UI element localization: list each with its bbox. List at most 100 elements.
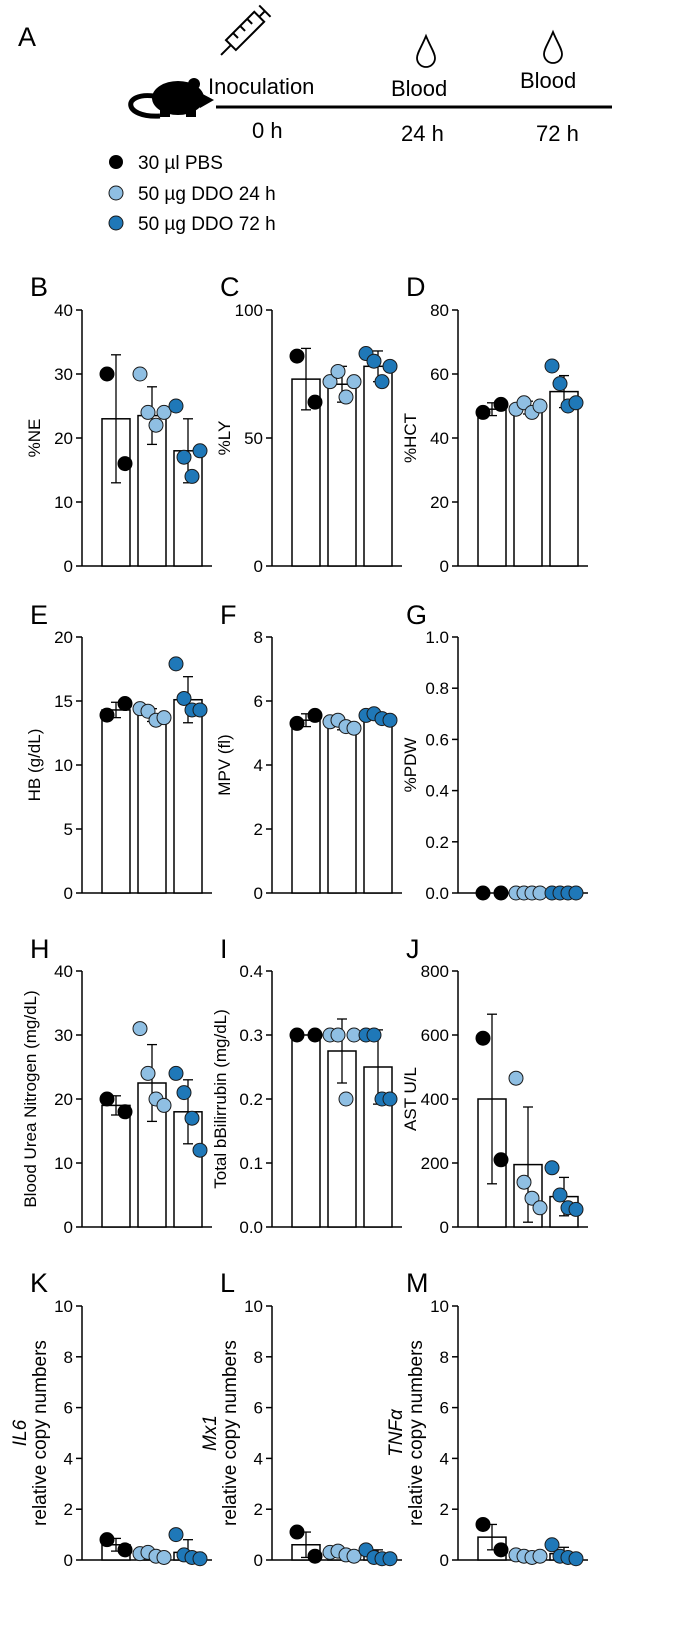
panel-label: L xyxy=(220,1268,235,1298)
data-point xyxy=(544,1160,560,1176)
chart-g: G 0.0 0.2 0.4 0.6 0.8 1.0 %PDW xyxy=(401,600,588,903)
legend-label: 30 µl PBS xyxy=(138,153,223,174)
bar xyxy=(363,365,393,567)
data-point xyxy=(516,1174,532,1190)
syringe-icon xyxy=(220,4,272,56)
y-tick-label: 40 xyxy=(54,301,73,320)
data-point xyxy=(568,1551,584,1567)
data-point xyxy=(532,1200,548,1216)
data-point xyxy=(168,398,184,414)
bar xyxy=(363,716,393,894)
data-point xyxy=(140,404,156,420)
data-point xyxy=(338,1091,354,1107)
bar xyxy=(173,698,203,894)
y-tick-label: 4 xyxy=(64,1449,73,1468)
data-point xyxy=(493,1542,509,1558)
data-point xyxy=(99,707,115,723)
y-tick-label: 10 xyxy=(54,756,73,775)
y-axis-label: AST U/L xyxy=(401,1067,420,1131)
charts: B010203040%NEC050100%LYD020406080%HCTE05… xyxy=(10,272,588,1570)
drop-icon xyxy=(543,29,563,64)
data-point xyxy=(475,1516,491,1532)
panel-label: H xyxy=(30,934,50,964)
data-point xyxy=(192,702,208,718)
y-tick-label: 10 xyxy=(430,1297,449,1316)
data-point xyxy=(374,374,390,390)
data-point xyxy=(148,417,164,433)
bar xyxy=(477,408,507,567)
data-point xyxy=(132,1021,148,1037)
data-point xyxy=(156,404,172,420)
y-tick-label: 0.0 xyxy=(425,884,449,903)
y-tick-label: 2 xyxy=(254,820,263,839)
data-point xyxy=(366,353,382,369)
data-point xyxy=(117,1104,133,1120)
y-tick-label: 0.4 xyxy=(425,782,449,801)
y-tick-label: 0 xyxy=(254,1551,263,1570)
data-point xyxy=(330,363,346,379)
data-point xyxy=(516,395,532,411)
y-axis-label: %PDW xyxy=(401,738,420,793)
bar xyxy=(101,1104,131,1228)
data-point xyxy=(568,395,584,411)
data-point xyxy=(289,348,305,364)
data-point xyxy=(532,1548,548,1564)
y-tick-label: 2 xyxy=(440,1500,449,1519)
y-tick-label: 1.0 xyxy=(425,628,449,647)
y-tick-label: 20 xyxy=(54,1090,73,1109)
y-tick-label: 0 xyxy=(440,1551,449,1570)
data-point xyxy=(322,374,338,390)
chart-i: I 0.0 0.1 0.2 0.3 0.4 Total bBilirrubin (mg/dL… xyxy=(211,934,402,1237)
bar xyxy=(291,1034,321,1228)
data-point xyxy=(168,1527,184,1543)
y-axis-label: %LY xyxy=(215,421,234,456)
bar xyxy=(327,724,357,894)
y-tick-label: 5 xyxy=(64,820,73,839)
data-point xyxy=(307,1548,323,1564)
y-tick-label: 40 xyxy=(54,962,73,981)
y-axis-gene-label: Mx1 xyxy=(200,1415,221,1451)
panel-label: G xyxy=(406,600,427,630)
chart-f: F 0 2 4 6 8 MPV (fl) xyxy=(215,600,402,903)
chart-h: H 0 10 20 30 40 Blood Urea Nitrogen (mg/dL) xyxy=(21,934,212,1237)
data-point xyxy=(99,1091,115,1107)
data-point xyxy=(168,656,184,672)
y-tick-label: 0 xyxy=(64,1218,73,1237)
event-time: 72 h xyxy=(536,121,579,146)
y-tick-label: 2 xyxy=(254,1500,263,1519)
y-tick-label: 100 xyxy=(235,301,263,320)
y-tick-label: 10 xyxy=(54,493,73,512)
event-label: Blood xyxy=(520,68,576,93)
y-tick-label: 8 xyxy=(440,1348,449,1367)
data-point xyxy=(176,449,192,465)
chart-d: D 0 20 40 60 80 %HCT xyxy=(401,272,588,576)
y-tick-label: 4 xyxy=(254,756,263,775)
data-point xyxy=(338,389,354,405)
y-tick-label: 0 xyxy=(254,884,263,903)
data-point xyxy=(289,1524,305,1540)
data-point xyxy=(192,1551,208,1567)
y-tick-label: 2 xyxy=(64,1500,73,1519)
data-point xyxy=(99,1532,115,1548)
bar xyxy=(137,714,167,894)
bar xyxy=(549,390,579,567)
chart-m: M 0 2 4 6 8 10 TNFα relative copy numbers xyxy=(386,1268,588,1570)
y-tick-label: 0.2 xyxy=(425,833,449,852)
data-point xyxy=(568,885,584,901)
y-tick-label: 0.0 xyxy=(239,1218,263,1237)
y-tick-label: 8 xyxy=(254,628,263,647)
drop-icon xyxy=(416,33,436,68)
y-axis-gene-label: TNFα xyxy=(386,1408,407,1457)
data-point xyxy=(184,468,200,484)
y-axis-label: relative copy numbers xyxy=(406,1340,427,1526)
y-tick-label: 400 xyxy=(421,1090,449,1109)
y-tick-label: 8 xyxy=(64,1348,73,1367)
data-point xyxy=(192,1142,208,1158)
y-tick-label: 20 xyxy=(54,429,73,448)
y-tick-label: 200 xyxy=(421,1154,449,1173)
y-axis-label: MPV (fl) xyxy=(215,734,234,795)
y-tick-label: 0.8 xyxy=(425,679,449,698)
y-axis-label: HB (g/dL) xyxy=(25,729,44,802)
legend-marker xyxy=(108,185,124,201)
